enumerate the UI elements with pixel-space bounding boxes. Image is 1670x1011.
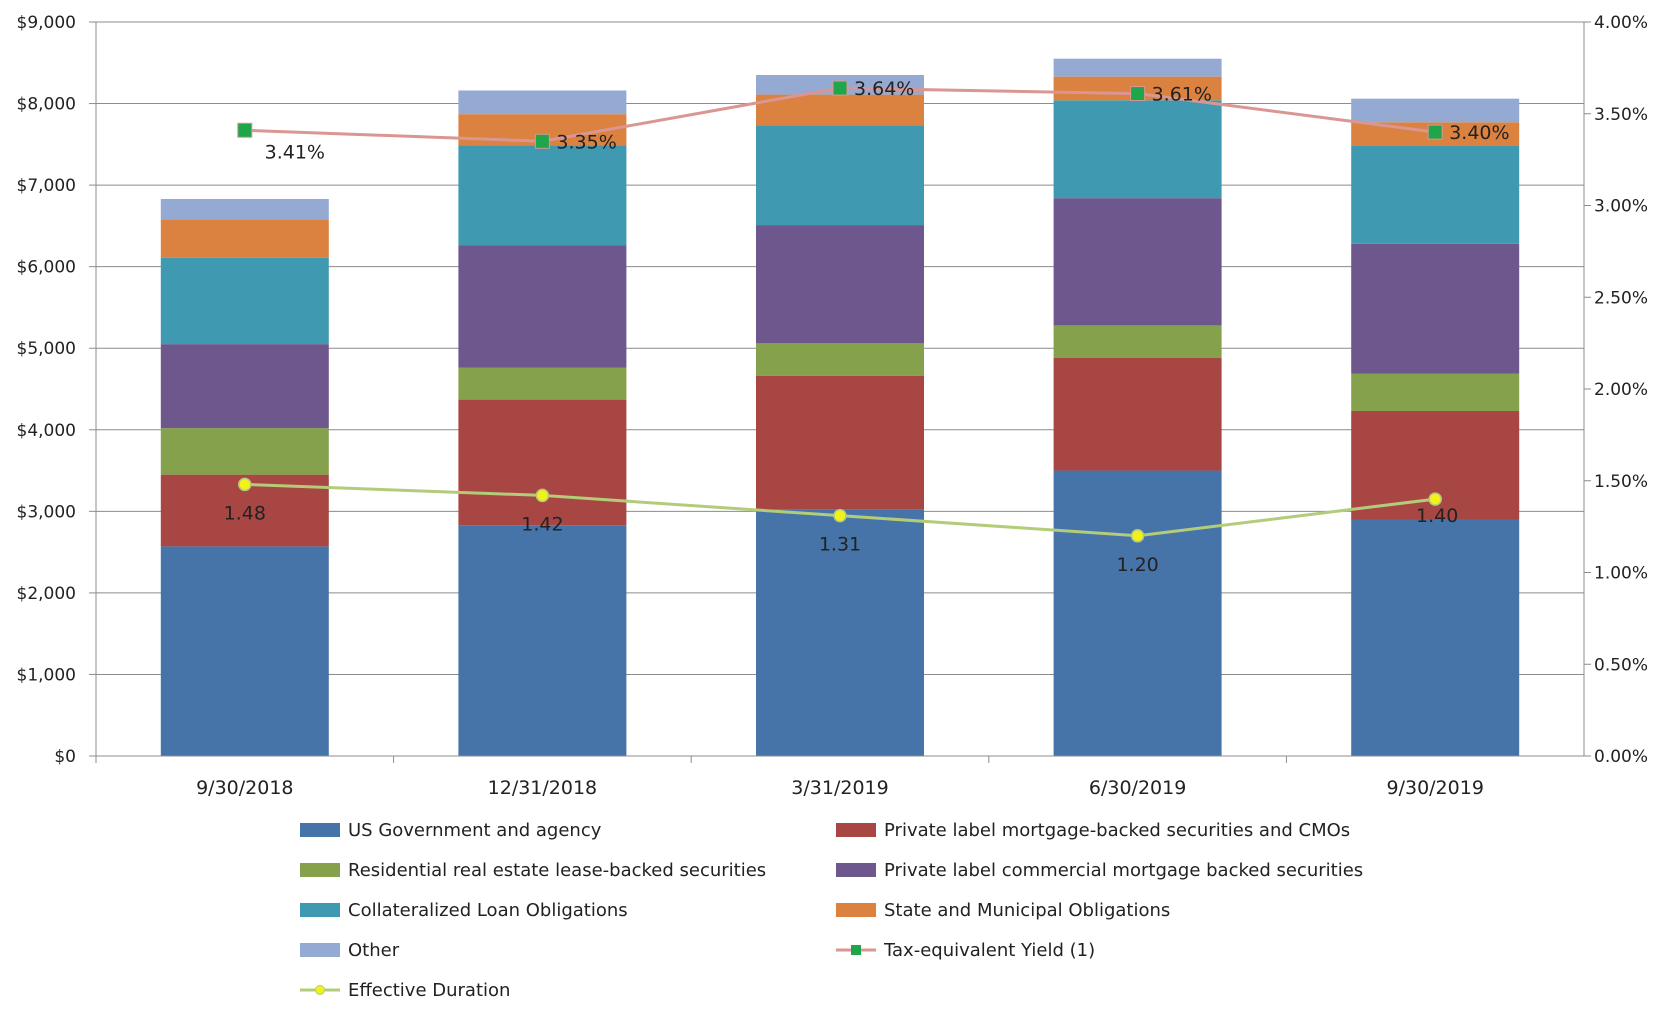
duration-data-label: 1.20	[1116, 554, 1158, 576]
legend-label: Other	[348, 940, 400, 961]
yield-marker	[1427, 124, 1443, 140]
x-tick-label: 6/30/2019	[1089, 777, 1186, 799]
yield-data-label: 3.64%	[854, 78, 914, 100]
bar-segment	[458, 145, 627, 246]
duration-marker	[1428, 492, 1442, 506]
bar-segment	[458, 399, 627, 526]
y-tick-label: $3,000	[17, 502, 76, 522]
duration-data-label: 1.31	[819, 534, 861, 556]
legend-swatch	[836, 903, 876, 917]
yield-marker	[237, 122, 253, 138]
duration-marker	[535, 488, 550, 503]
duration-data-label: 1.42	[521, 513, 563, 535]
legend-label: Private label commercial mortgage backed…	[884, 860, 1363, 881]
bar-segment	[1351, 519, 1520, 756]
y2-tick-label: 2.50%	[1594, 288, 1648, 308]
y-tick-label: $5,000	[17, 339, 76, 359]
bar-segment	[1351, 98, 1520, 123]
legend-label: US Government and agency	[348, 820, 602, 841]
bar-segment	[756, 509, 924, 756]
bar-segment	[160, 198, 329, 220]
y2-tick-label: 4.00%	[1594, 13, 1648, 33]
y-tick-label: $8,000	[17, 95, 76, 115]
stacked-bars	[160, 58, 1520, 756]
duration-data-label: 1.48	[224, 502, 266, 524]
bar-segment	[1053, 198, 1222, 326]
yield-marker	[534, 133, 550, 149]
yield-marker	[832, 80, 848, 96]
yield-marker	[1130, 86, 1146, 102]
y-tick-label: $9,000	[17, 13, 76, 33]
yield-data-label: 3.61%	[1152, 84, 1212, 106]
yield-data-label: 3.35%	[556, 131, 616, 153]
x-tick-label: 3/31/2019	[791, 777, 888, 799]
y2-tick-label: 3.00%	[1594, 197, 1648, 217]
legend: US Government and agency Private label mo…	[300, 820, 1363, 1001]
x-tick-label: 12/31/2018	[488, 777, 598, 799]
bar-segment	[1351, 243, 1520, 374]
y2-tick-label: 3.50%	[1594, 105, 1648, 125]
bar-segment	[1053, 100, 1222, 199]
legend-label: State and Municipal Obligations	[884, 900, 1170, 921]
line-series: 3.41% 3.35% 3.64% 3.61% 3.40% 1.48 1.42 1.31 1.2…	[224, 78, 1510, 576]
legend-marker	[851, 945, 861, 955]
y2-tick-label: 1.50%	[1594, 472, 1648, 492]
y-tick-label: $0	[54, 747, 76, 767]
y-tick-label: $6,000	[17, 258, 76, 278]
legend-swatch	[836, 823, 876, 837]
bar-segment	[458, 525, 627, 756]
legend-swatch	[300, 943, 340, 957]
legend-swatch	[300, 863, 340, 877]
yield-data-label: 3.41%	[265, 141, 325, 163]
bar-segment	[756, 343, 924, 376]
y2-tick-label: 0.00%	[1594, 747, 1648, 767]
bar-segment	[458, 367, 627, 400]
bar-segment	[1053, 470, 1222, 756]
x-tick-label: 9/30/2018	[196, 777, 293, 799]
legend-label: Residential real estate lease-backed sec…	[348, 860, 766, 881]
bar-segment	[160, 344, 329, 429]
y-tick-label: $4,000	[17, 421, 76, 441]
bar-segment	[1351, 373, 1520, 412]
bar-segment	[160, 428, 329, 475]
bar-segment	[1351, 145, 1520, 244]
bar-segment	[1053, 358, 1222, 471]
bar-segment	[160, 219, 329, 258]
bar-segment	[458, 90, 627, 115]
duration-marker	[238, 477, 252, 492]
y2-tick-label: 0.50%	[1594, 655, 1648, 675]
duration-data-label: 1.40	[1416, 505, 1458, 527]
legend-swatch	[836, 863, 876, 877]
legend-label: Collateralized Loan Obligations	[348, 900, 628, 921]
axes: $0 $1,000 $2,000 $3,000 $4,000 $5,000 $6,000 $7…	[17, 13, 1649, 799]
bar-segment	[1053, 58, 1222, 77]
bar-segment	[756, 225, 924, 344]
bar-segment	[458, 245, 627, 368]
bar-segment	[160, 257, 329, 345]
y2-tick-label: 2.00%	[1594, 380, 1648, 400]
bar-segment	[1053, 325, 1222, 359]
legend-label: Tax-equivalent Yield (1)	[883, 940, 1095, 961]
yield-data-label: 3.40%	[1449, 122, 1509, 144]
bar-segment	[160, 546, 329, 756]
legend-marker	[315, 985, 325, 995]
x-tick-label: 9/30/2019	[1386, 777, 1483, 799]
y-tick-label: $2,000	[17, 584, 76, 604]
bar-segment	[756, 94, 924, 126]
bar-segment	[756, 375, 924, 510]
legend-label: Private label mortgage-backed securities…	[884, 820, 1350, 841]
legend-swatch	[300, 903, 340, 917]
y-tick-label: $7,000	[17, 176, 76, 196]
duration-marker	[833, 508, 847, 523]
legend-label: Effective Duration	[348, 980, 510, 1001]
duration-marker	[1130, 529, 1145, 543]
y2-tick-label: 1.00%	[1594, 564, 1648, 584]
y-tick-label: $1,000	[17, 665, 76, 685]
bar-segment	[756, 125, 924, 226]
legend-swatch	[300, 823, 340, 837]
